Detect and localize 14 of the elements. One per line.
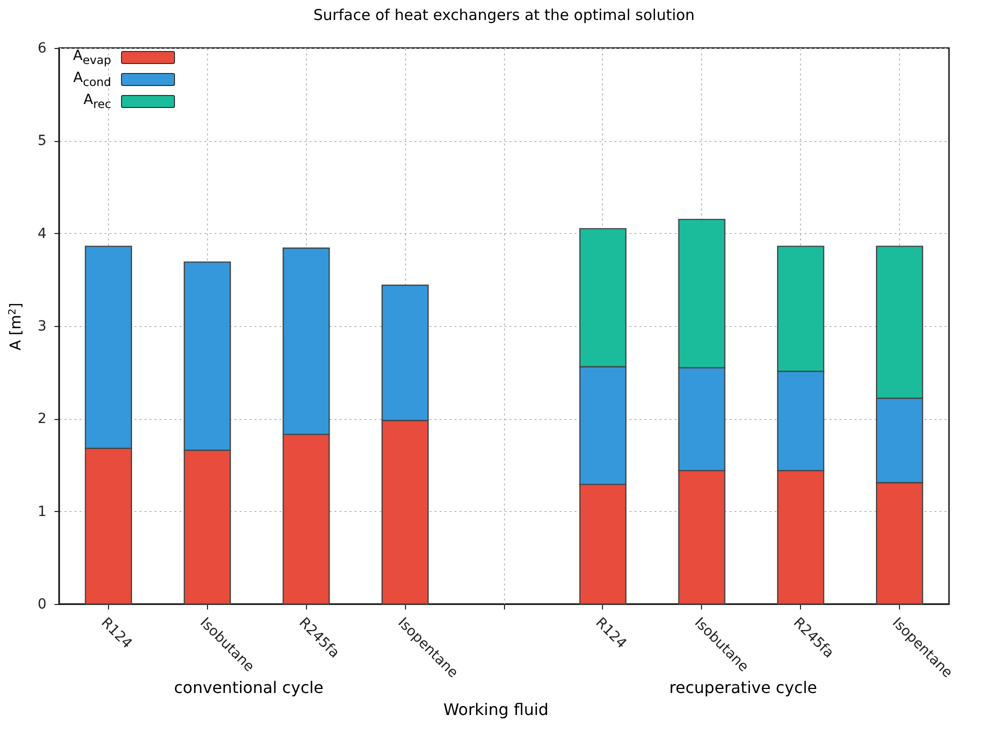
y-tick-label: 1	[38, 504, 46, 520]
y-tick-label: 6	[38, 40, 47, 56]
y-tick-label: 5	[38, 133, 46, 150]
y-tick-label: 3	[38, 318, 46, 334]
legend-label: A$_{rec}$	[84, 92, 112, 110]
y-tick-label: 4	[38, 226, 47, 242]
text: recuperative cycle	[669, 678, 818, 697]
text: conventional cycle	[174, 678, 324, 697]
x-axis-title: Working fluid	[443, 700, 549, 719]
y-tick-label: 0	[38, 596, 46, 612]
legend-label: A$_{cond}$	[73, 70, 112, 88]
chart-title: Surface of heat exchangers at the optimal solution	[313, 6, 695, 24]
y-tick-label: 2	[38, 411, 46, 428]
legend-label: A$_{evap}$	[73, 48, 112, 66]
